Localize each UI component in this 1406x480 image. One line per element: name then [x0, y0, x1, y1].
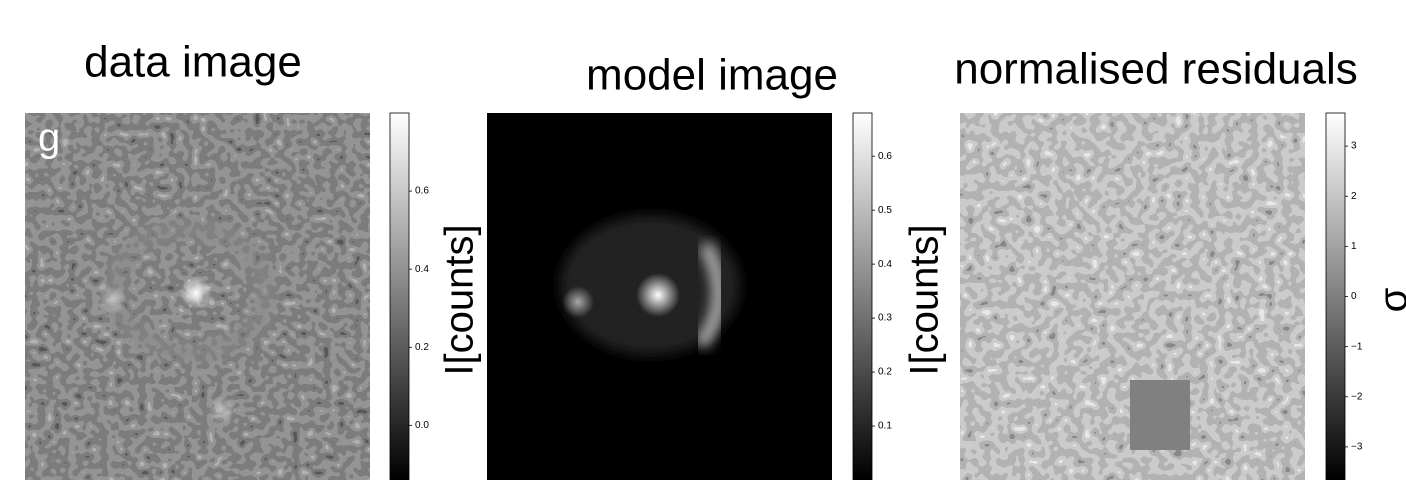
colorbar-tick-label: 2 [1351, 191, 1357, 202]
colorbar-tick-label: 0.4 [878, 259, 892, 270]
colorbar-tick-label: 1 [1351, 241, 1357, 252]
colorbar-tick-label: 0.0 [415, 420, 429, 431]
colorbar-tick-label: 0.6 [878, 151, 892, 162]
colorbar-tick-label: 0.2 [415, 342, 429, 353]
colorbar-label: I[counts] [903, 224, 947, 375]
colorbar-tick-label: 0.5 [878, 205, 892, 216]
band-label: g [38, 116, 60, 160]
colorbar-tick-label: 0.4 [415, 264, 429, 275]
panel-title: normalised residuals [954, 45, 1358, 94]
colorbar-tick-label: 0.6 [415, 186, 429, 197]
data-image [25, 113, 370, 480]
colorbar-tick-label: 0 [1351, 291, 1357, 302]
colorbar-tick-label: −2 [1351, 391, 1363, 402]
colorbar-tick-label: 0.3 [878, 313, 892, 324]
figure: data image model image normalised residu… [0, 0, 1406, 480]
colorbar [853, 113, 872, 480]
colorbar-label: I[counts] [438, 224, 482, 375]
colorbar-tick-label: 0.1 [878, 421, 892, 432]
colorbar-tick-label: −3 [1351, 442, 1363, 453]
colorbar-label: σ [1372, 287, 1406, 312]
colorbar [390, 113, 409, 480]
residual-image [960, 113, 1305, 480]
colorbar-tick-label: 0.2 [878, 367, 892, 378]
colorbar-tick-label: 3 [1351, 141, 1357, 152]
panel-title: model image [586, 51, 838, 100]
colorbar-tick-label: −1 [1351, 341, 1363, 352]
panel-title: data image [84, 38, 302, 87]
model-image [487, 113, 832, 480]
colorbar [1326, 113, 1345, 480]
